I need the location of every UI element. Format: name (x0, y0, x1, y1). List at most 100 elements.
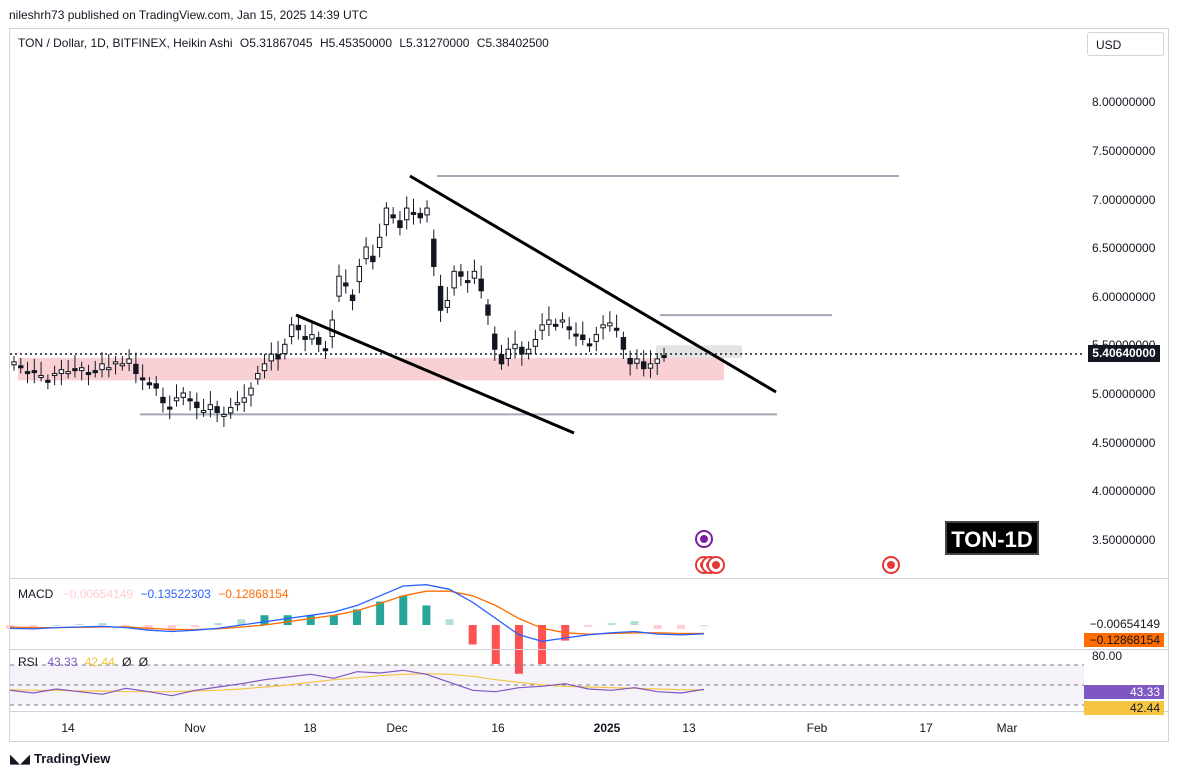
candle-body (51, 373, 58, 377)
time-tick: Dec (386, 721, 408, 735)
candle-body (607, 322, 613, 327)
candle-body (146, 382, 153, 386)
candle-body (376, 236, 383, 248)
candle-body (471, 270, 478, 279)
candle-body (363, 246, 369, 260)
pane-separator[interactable] (10, 649, 1168, 650)
candle-body (431, 238, 437, 267)
candle-body (309, 334, 315, 340)
currency-button[interactable]: USD (1087, 32, 1164, 56)
rsi-ma-value: 42.44 (84, 655, 115, 669)
candle-body (173, 397, 180, 402)
candle-body (451, 270, 457, 289)
pane-separator[interactable] (10, 578, 1168, 579)
candle-body (200, 410, 207, 414)
candle-body (112, 361, 119, 365)
macd-histogram-value: −0.00654149 (62, 587, 134, 601)
candle-body (580, 334, 586, 340)
rsi-legend[interactable]: RSI 43.33 42.44 Ø Ø (18, 655, 148, 669)
pane-separator (10, 711, 1168, 712)
macd-line-value: −0.13522303 (140, 587, 211, 601)
macd-histogram-bar (306, 615, 315, 625)
last-price-tag: 5.40640000 (1088, 345, 1160, 362)
candle-body (85, 372, 92, 376)
candle-body (194, 401, 200, 409)
macd-histogram-bar (121, 625, 130, 627)
candle-body (31, 370, 38, 374)
candle-body (288, 324, 295, 338)
macd-histogram-bar (468, 625, 477, 645)
macd-legend[interactable]: MACD −0.00654149 −0.13522303 −0.12868154 (18, 587, 289, 601)
candle-body (647, 363, 654, 369)
candle-body (586, 343, 593, 347)
candle-body (458, 271, 464, 277)
candle-body (214, 406, 220, 413)
candle-body (282, 343, 288, 355)
time-tick: Feb (806, 721, 828, 735)
candle-body (38, 374, 44, 378)
macd-line (9, 584, 705, 642)
candle-body (573, 333, 579, 337)
candle-body (498, 354, 505, 365)
time-tick: 16 (491, 721, 505, 735)
macd-histogram-bar (98, 623, 107, 625)
macd-histogram-bar (630, 621, 639, 625)
published-bar: nileshrh73 published on TradingView.com,… (0, 0, 1179, 28)
macd-histogram-bar (214, 623, 223, 625)
tradingview-logo-text: TradingView (34, 751, 111, 766)
macd-histogram-bar (353, 609, 361, 625)
ohlc-high: H5.45350000 (319, 36, 393, 50)
macd-signal-value: −0.12868154 (218, 587, 289, 601)
candle-body (519, 346, 525, 355)
ohlc-open: O5.31867045 (239, 36, 313, 50)
candle-body (552, 323, 559, 327)
macd-histogram-bar (491, 625, 500, 664)
event-flag-icon (700, 535, 708, 543)
macd-histogram-bar (422, 605, 431, 625)
tradingview-logo[interactable]: ◣◢ TradingView (10, 751, 110, 767)
candle-body (512, 343, 518, 350)
chart-frame (9, 28, 1169, 742)
candle-body (532, 338, 539, 347)
rsi-title[interactable]: RSI (18, 655, 39, 669)
candle-body (464, 280, 471, 284)
event-flag-icon (712, 561, 720, 569)
candle-body (72, 368, 78, 372)
resistance-box (656, 345, 742, 358)
time-tick: 13 (682, 721, 696, 735)
macd-histogram-bar (584, 625, 593, 627)
candle-body (620, 337, 627, 350)
rsi-level-80: 80.00 (1092, 649, 1123, 663)
candle-body (661, 355, 667, 359)
candle-body (18, 365, 24, 369)
candle-body (234, 402, 241, 406)
macd-histogram-bar (653, 625, 662, 629)
support-zone (18, 357, 724, 381)
ohlc-close: C5.38402500 (476, 36, 549, 50)
candle-body (641, 361, 647, 370)
macd-histogram-bar (52, 625, 61, 626)
candle-body (241, 397, 247, 403)
symbol-legend[interactable]: TON / Dollar, 1D, BITFINEX, Heikin Ashi … (18, 36, 553, 50)
macd-hist-tag: −0.00654149 (1084, 617, 1164, 631)
price-tick: 3.50000000 (1092, 533, 1156, 547)
candle-body (133, 363, 139, 375)
candle-body (424, 207, 430, 216)
ton-1d-watermark: TON-1D (945, 521, 1039, 555)
candle-body (485, 304, 491, 316)
time-tick: 18 (303, 721, 317, 735)
macd-histogram-bar (700, 625, 708, 627)
time-tick: 2025 (593, 721, 621, 735)
candle-body (654, 358, 660, 364)
candle-body (417, 212, 423, 219)
price-tick: 4.00000000 (1092, 484, 1156, 498)
macd-title[interactable]: MACD (18, 587, 54, 601)
symbol-title[interactable]: TON / Dollar, 1D, BITFINEX, Heikin Ashi (18, 36, 233, 50)
candle-body (539, 324, 545, 331)
rsi-ma-line (9, 673, 705, 693)
candle-body (295, 324, 302, 331)
macd-histogram-bar (75, 624, 84, 626)
price-tick: 6.00000000 (1092, 290, 1156, 304)
candle-body (24, 371, 31, 375)
